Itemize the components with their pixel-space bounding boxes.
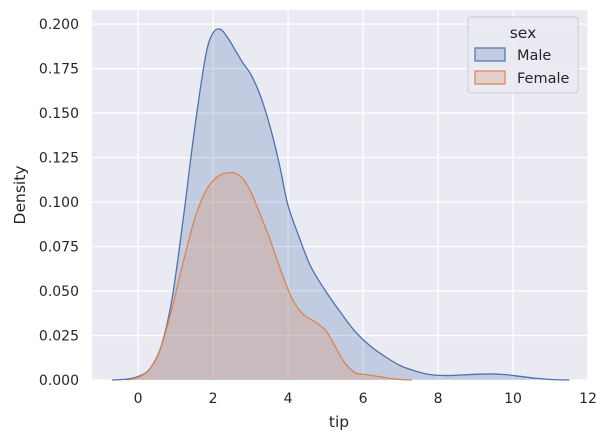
x-tick-label: 2: [209, 391, 218, 407]
x-axis-ticks: 0 2 4 6 8 10 12: [134, 391, 597, 407]
x-tick-label: 6: [359, 391, 368, 407]
y-axis-label: Density: [11, 166, 29, 225]
x-tick-label: 0: [134, 391, 143, 407]
legend: sex Male Female: [467, 16, 579, 94]
density-fill-female: [126, 172, 412, 380]
legend-title: sex: [510, 24, 537, 42]
legend-label-female: Female: [517, 71, 570, 87]
y-tick-label: 0.150: [39, 106, 79, 122]
grid-lines: [92, 10, 589, 381]
density-fill-male: [111, 28, 570, 380]
y-tick-label: 0.125: [39, 151, 79, 167]
y-tick-label: 0.050: [39, 284, 79, 300]
x-tick-label: 4: [284, 391, 293, 407]
y-tick-label: 0.100: [39, 195, 79, 211]
y-tick-label: 0.175: [39, 62, 79, 78]
legend-frame: [467, 16, 579, 94]
y-tick-label: 0.200: [39, 17, 79, 33]
x-axis-label: tip: [329, 413, 349, 431]
density-areas: [111, 28, 570, 381]
y-axis-ticks: 0.000 0.025 0.050 0.075 0.100 0.125 0.150 0.175…: [39, 17, 79, 389]
y-tick-label: 0.025: [39, 329, 79, 345]
density-line-male: [111, 28, 570, 381]
x-tick-label: 8: [434, 391, 443, 407]
density-line-female: [126, 171, 412, 381]
legend-swatch-male: [474, 47, 506, 62]
x-tick-label: 12: [579, 391, 597, 407]
legend-label-male: Male: [517, 48, 551, 64]
y-tick-label: 0.000: [39, 373, 79, 389]
x-tick-label: 10: [504, 391, 522, 407]
y-tick-label: 0.075: [39, 240, 79, 256]
legend-swatch-female: [474, 70, 506, 85]
